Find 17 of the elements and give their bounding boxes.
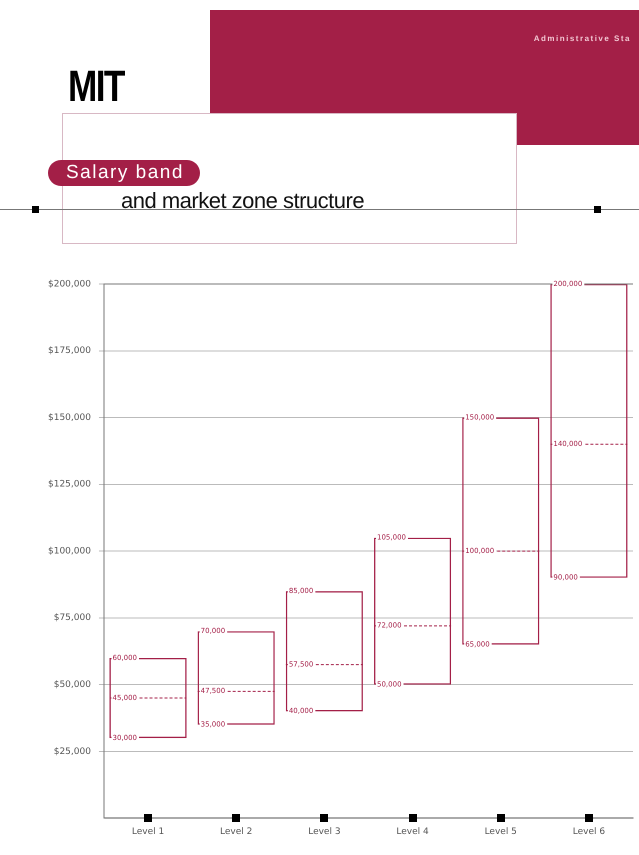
x-tick-label: Level 2 (220, 826, 252, 837)
y-tick-label: $200,000 (48, 279, 92, 290)
y-tick-label: $150,000 (48, 412, 92, 423)
y-tick-label: $50,000 (54, 680, 92, 690)
y-tick-label: $100,000 (48, 546, 92, 556)
x-tick-label: Level 6 (572, 826, 606, 837)
x-tick-label: Level 3 (308, 826, 341, 837)
y-tick-label: $75,000 (54, 613, 92, 624)
chart-title: Salary band (48, 160, 200, 186)
text: MIT (68, 62, 124, 112)
y-tick-label: $125,000 (48, 480, 92, 490)
chart-subtitle: and market zone structure (121, 188, 364, 214)
y-tick-label: $25,000 (54, 746, 92, 757)
x-tick-label: Level 5 (484, 826, 517, 837)
y-tick-label: $175,000 (48, 346, 92, 356)
x-tick-label: Level 1 (132, 826, 164, 837)
x-tick-label: Level 4 (396, 826, 430, 837)
